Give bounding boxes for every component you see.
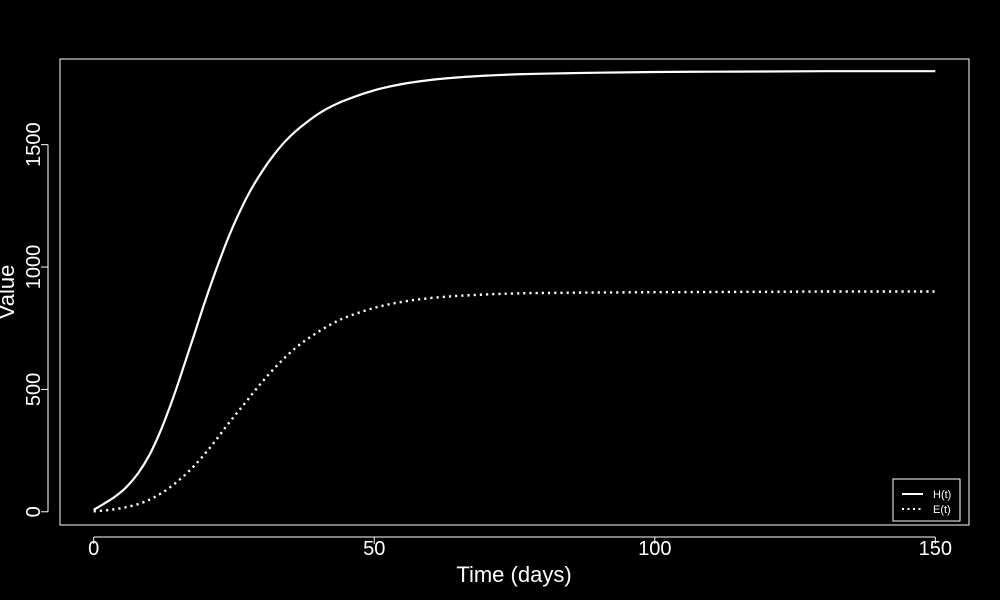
- legend-box: [892, 478, 961, 522]
- y-tick-label: 1500: [23, 122, 45, 167]
- x-axis-label: Time (days): [456, 562, 571, 587]
- legend: H(t) E(t): [892, 478, 961, 522]
- plot-frame: [59, 58, 970, 526]
- x-tick-label: 0: [88, 538, 99, 560]
- y-tick-label: 1000: [23, 245, 45, 290]
- legend-label: E(t): [933, 504, 951, 516]
- y-axis-label: Value: [0, 265, 19, 320]
- y-tick-label: 500: [23, 373, 45, 406]
- legend-label: H(t): [933, 489, 951, 501]
- series-line-h: [93, 70, 936, 511]
- x-tick-label: 50: [363, 538, 385, 560]
- x-tick-label: 100: [638, 538, 671, 560]
- y-tick-label: 0: [23, 506, 45, 517]
- x-tick-label: 150: [919, 538, 952, 560]
